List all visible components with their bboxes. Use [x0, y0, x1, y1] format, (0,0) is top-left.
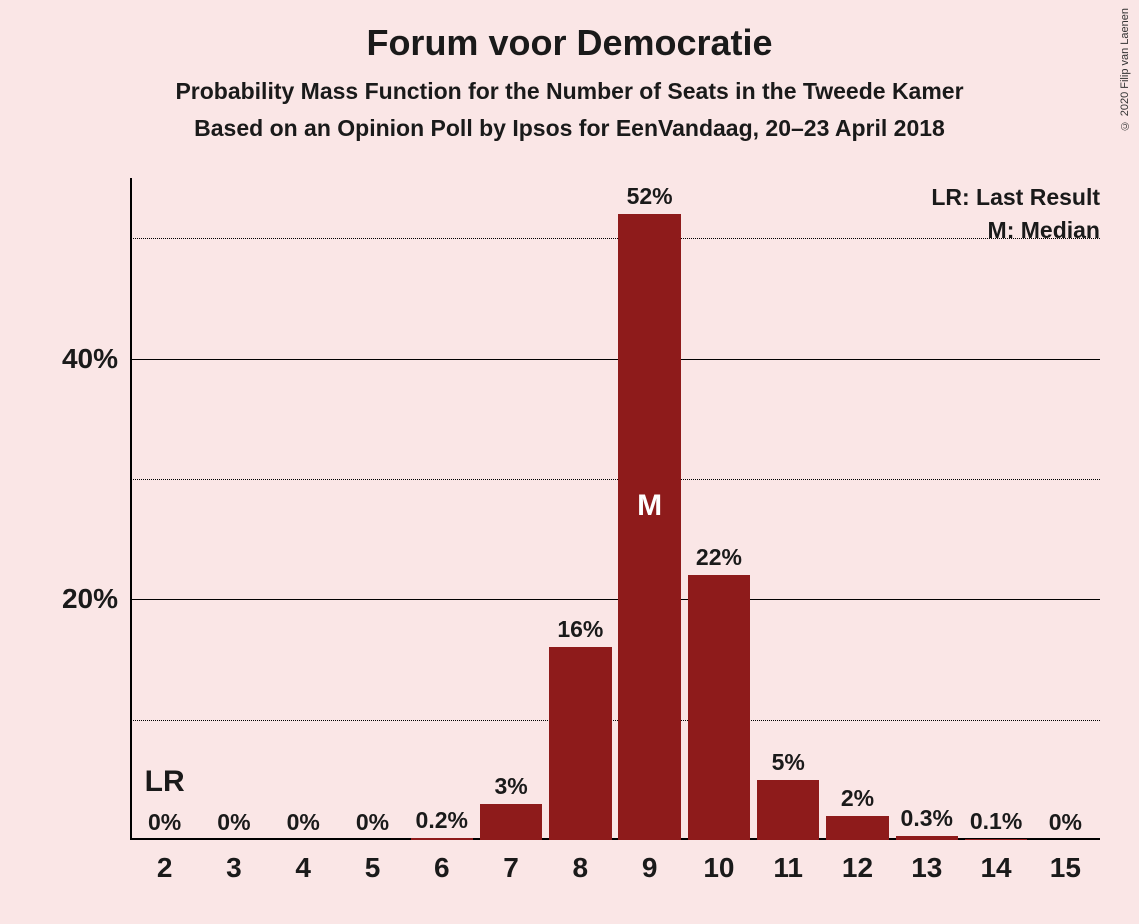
legend-lr: LR: Last Result: [931, 184, 1100, 211]
bar-value-label: 0%: [148, 809, 181, 840]
x-tick-label: 3: [226, 840, 242, 884]
bar-value-label: 0%: [356, 809, 389, 840]
x-tick-label: 6: [434, 840, 450, 884]
bar: 3%: [480, 804, 542, 840]
gridline-major: [130, 359, 1100, 360]
legend: LR: Last Result M: Median: [931, 184, 1100, 244]
chart-area: LR: Last Result M: Median 20%40%0%2LR0%3…: [130, 178, 1100, 840]
bar-value-label: 52%: [627, 183, 673, 214]
bar: 2%: [826, 816, 888, 840]
plot-area: LR: Last Result M: Median 20%40%0%2LR0%3…: [130, 178, 1100, 840]
x-tick-label: 9: [642, 840, 658, 884]
legend-m: M: Median: [931, 217, 1100, 244]
gridline-major: [130, 599, 1100, 600]
bar-value-label: 0.1%: [970, 808, 1022, 839]
x-tick-label: 14: [980, 840, 1011, 884]
chart-title: Forum voor Democratie: [0, 0, 1139, 64]
bar: 52%: [618, 214, 680, 840]
bar: 16%: [549, 647, 611, 840]
gridline-minor: [130, 720, 1100, 721]
y-axis: [130, 178, 132, 840]
bar-value-label: 0.3%: [901, 805, 953, 836]
x-tick-label: 15: [1050, 840, 1081, 884]
x-tick-label: 8: [573, 840, 589, 884]
bar: 22%: [688, 575, 750, 840]
bar: 5%: [757, 780, 819, 840]
bar-value-label: 0%: [1049, 809, 1082, 840]
bar-value-label: 0%: [287, 809, 320, 840]
bar-value-label: 0.2%: [416, 807, 468, 838]
lr-marker: LR: [145, 765, 185, 799]
x-tick-label: 11: [773, 840, 803, 884]
bar-value-label: 5%: [772, 749, 805, 780]
bar-value-label: 2%: [841, 785, 874, 816]
gridline-minor: [130, 479, 1100, 480]
gridline-minor: [130, 238, 1100, 239]
bar-value-label: 22%: [696, 544, 742, 575]
chart-subtitle-2: Based on an Opinion Poll by Ipsos for Ee…: [0, 115, 1139, 142]
bar-value-label: 3%: [494, 773, 527, 804]
x-tick-label: 13: [911, 840, 942, 884]
x-tick-label: 10: [703, 840, 734, 884]
x-tick-label: 12: [842, 840, 873, 884]
x-tick-label: 7: [503, 840, 519, 884]
x-tick-label: 2: [157, 840, 173, 884]
copyright-text: © 2020 Filip van Laenen: [1119, 8, 1131, 131]
bar-value-label: 0%: [217, 809, 250, 840]
x-tick-label: 5: [365, 840, 381, 884]
bar-value-label: 16%: [557, 616, 603, 647]
y-tick-label: 20%: [62, 583, 130, 615]
x-tick-label: 4: [295, 840, 311, 884]
y-tick-label: 40%: [62, 343, 130, 375]
median-marker: M: [637, 489, 662, 523]
chart-subtitle-1: Probability Mass Function for the Number…: [0, 78, 1139, 105]
